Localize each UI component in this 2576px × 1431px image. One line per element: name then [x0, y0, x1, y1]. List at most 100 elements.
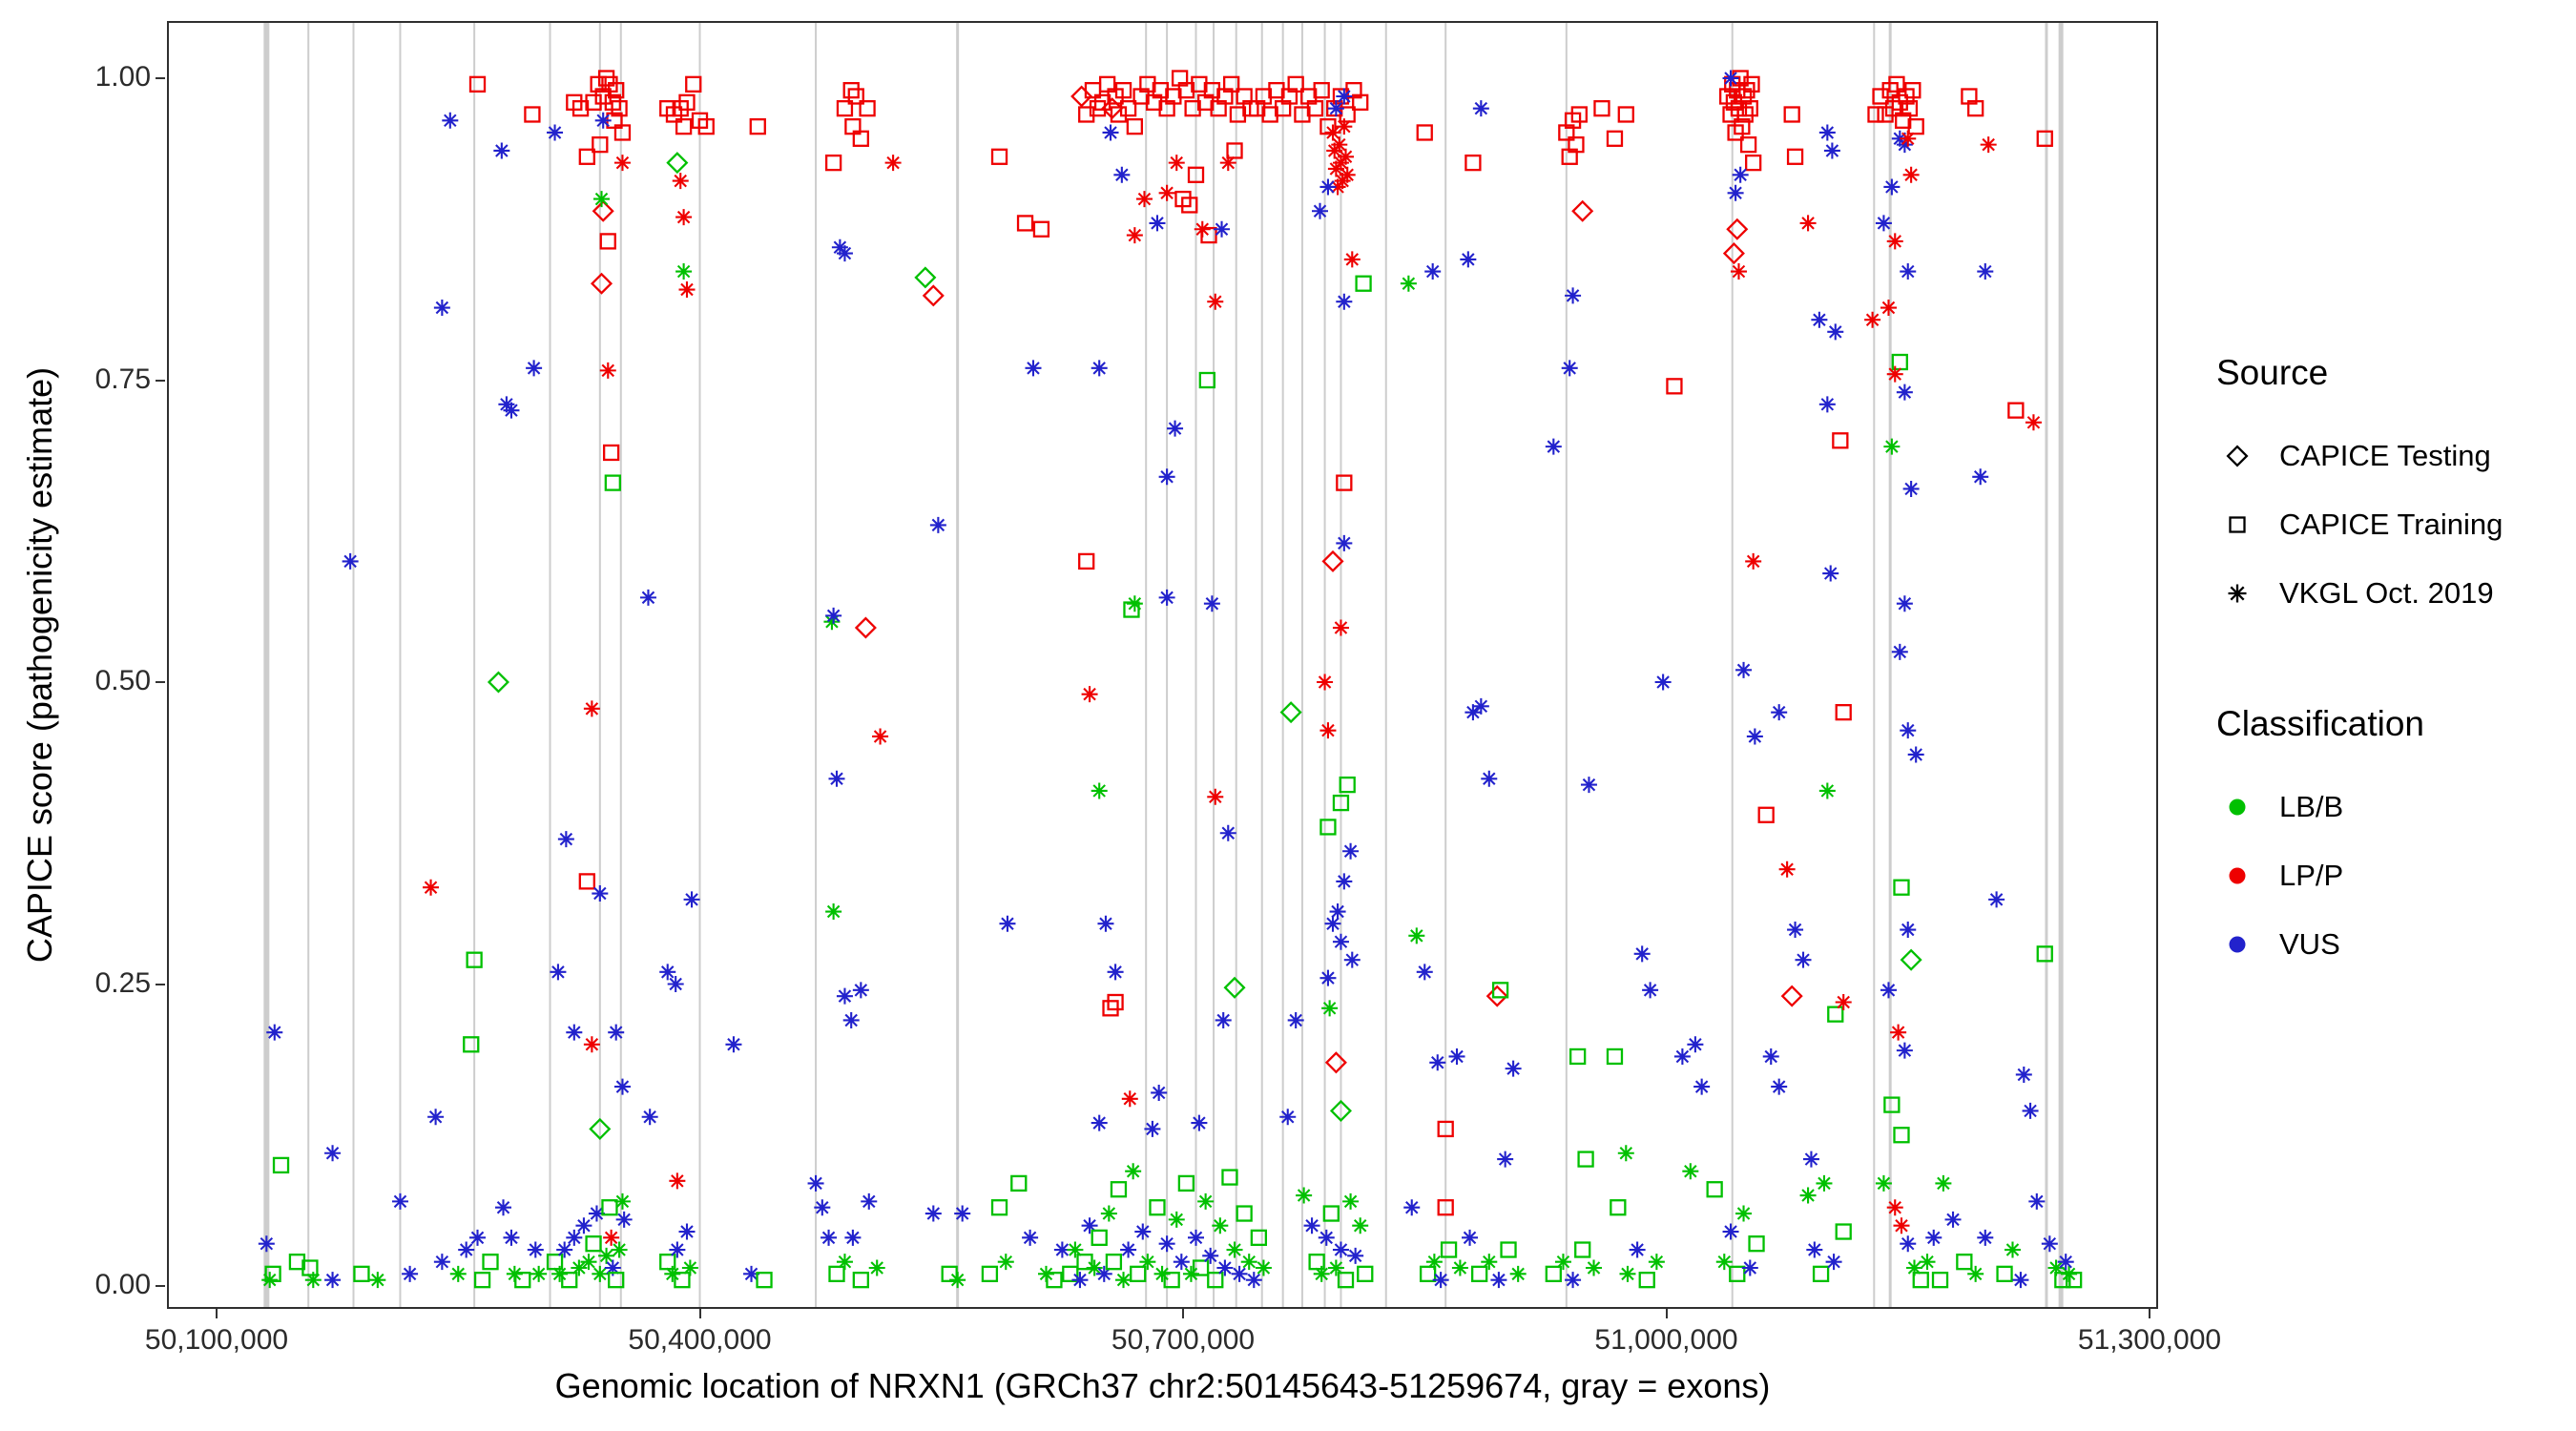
legend-section-source: Source CAPICE Testing CAPICE Training VKGL …	[2216, 353, 2569, 628]
point-asterisk	[1654, 674, 1672, 691]
point-square	[1500, 1241, 1517, 1258]
point-asterisk	[1215, 1011, 1232, 1028]
point-asterisk	[1673, 1047, 1691, 1065]
point-asterisk	[1886, 1199, 1903, 1216]
point-asterisk	[1327, 1259, 1344, 1276]
point-asterisk	[1864, 311, 1881, 328]
point-asterisk	[1324, 915, 1341, 932]
point-asterisk	[2025, 414, 2042, 431]
point-asterisk	[1134, 1223, 1152, 1240]
point-asterisk	[1240, 1254, 1257, 1271]
point-square	[1606, 130, 1624, 147]
point-square	[2036, 945, 2053, 963]
point-asterisk	[675, 209, 693, 226]
point-diamond	[592, 199, 614, 222]
point-square	[1440, 1241, 1458, 1258]
point-square	[1574, 1241, 1591, 1258]
point-asterisk	[1408, 927, 1425, 944]
point-asterisk	[1827, 323, 1844, 341]
point-asterisk	[551, 1265, 569, 1282]
point-asterisk	[1972, 468, 1989, 486]
point-square	[1114, 82, 1132, 99]
point-asterisk	[1816, 1174, 1833, 1192]
point-square	[463, 1036, 480, 1053]
point-asterisk	[2057, 1254, 2074, 1271]
legend-item-label: CAPICE Testing	[2279, 439, 2491, 472]
point-asterisk	[1214, 220, 1231, 238]
point-asterisk	[672, 173, 689, 190]
point-square	[1110, 106, 1128, 123]
point-asterisk	[1730, 263, 1747, 280]
point-asterisk	[1216, 1259, 1234, 1276]
point-square	[1126, 117, 1143, 135]
point-diamond	[1324, 1051, 1347, 1074]
point-asterisk	[1462, 1229, 1479, 1246]
point-asterisk	[261, 1272, 279, 1289]
point-asterisk	[954, 1205, 971, 1222]
point-asterisk	[1900, 263, 1917, 280]
point-asterisk	[1081, 686, 1098, 703]
point-asterisk	[1202, 1247, 1219, 1264]
point-asterisk	[1732, 166, 1749, 183]
point-square	[1491, 982, 1509, 999]
point-square	[1091, 1229, 1108, 1247]
point-asterisk	[872, 728, 889, 745]
point-asterisk	[1279, 1109, 1297, 1126]
point-asterisk	[1554, 1254, 1571, 1271]
point-diamond	[1571, 199, 1594, 222]
point-diamond	[1722, 242, 1745, 265]
point-asterisk	[588, 1205, 605, 1222]
point-square	[1229, 106, 1247, 123]
point-square	[1339, 776, 1356, 794]
point-asterisk	[669, 1172, 686, 1190]
point-asterisk	[1429, 1054, 1446, 1071]
point-asterisk	[1886, 233, 1903, 250]
point-square	[1319, 117, 1337, 135]
point-asterisk	[821, 1229, 838, 1246]
point-asterisk	[1126, 227, 1143, 244]
point-square	[1250, 1229, 1268, 1247]
legend: Source CAPICE Testing CAPICE Training VKGL …	[2216, 353, 2569, 1055]
point-asterisk	[1158, 468, 1175, 486]
x-tick-label: 51,300,000	[2077, 1324, 2222, 1356]
point-asterisk	[1481, 1254, 1498, 1271]
point-square	[1568, 1047, 1587, 1066]
point-asterisk	[599, 362, 616, 379]
point-square	[1336, 474, 1353, 491]
point-square	[1783, 106, 1800, 123]
point-asterisk	[861, 1192, 878, 1210]
point-asterisk	[1906, 1259, 1922, 1276]
point-diamond	[1223, 976, 1246, 999]
point-asterisk	[1787, 922, 1804, 939]
point-asterisk	[1343, 251, 1361, 268]
point-asterisk	[1097, 915, 1114, 932]
point-asterisk	[1900, 1235, 1917, 1253]
point-asterisk	[1825, 1254, 1842, 1271]
point-asterisk	[743, 1265, 760, 1282]
point-asterisk	[1167, 420, 1184, 437]
point-asterisk	[1182, 1265, 1199, 1282]
point-square	[1177, 1174, 1195, 1192]
point-asterisk	[1025, 360, 1042, 377]
point-square	[301, 1259, 319, 1276]
point-asterisk	[1886, 365, 1903, 383]
point-asterisk	[1095, 1265, 1112, 1282]
point-square	[859, 100, 876, 117]
point-asterisk	[613, 1192, 631, 1210]
point-square	[468, 75, 487, 93]
x-tick-label: 50,100,000	[144, 1324, 289, 1356]
point-square	[1223, 75, 1240, 93]
point-square	[1827, 1006, 1844, 1023]
legend-item: CAPICE Training	[2216, 490, 2569, 559]
point-square	[1739, 135, 1757, 154]
point-asterisk	[566, 1024, 583, 1041]
point-square	[599, 233, 616, 250]
point-square	[981, 1265, 999, 1282]
point-square	[1105, 1254, 1123, 1271]
point-square	[2036, 130, 2053, 147]
point-square	[1729, 1265, 1746, 1282]
point-asterisk	[324, 1272, 342, 1289]
point-asterisk	[449, 1265, 467, 1282]
point-square	[2065, 1272, 2083, 1289]
point-asterisk	[1400, 275, 1417, 292]
